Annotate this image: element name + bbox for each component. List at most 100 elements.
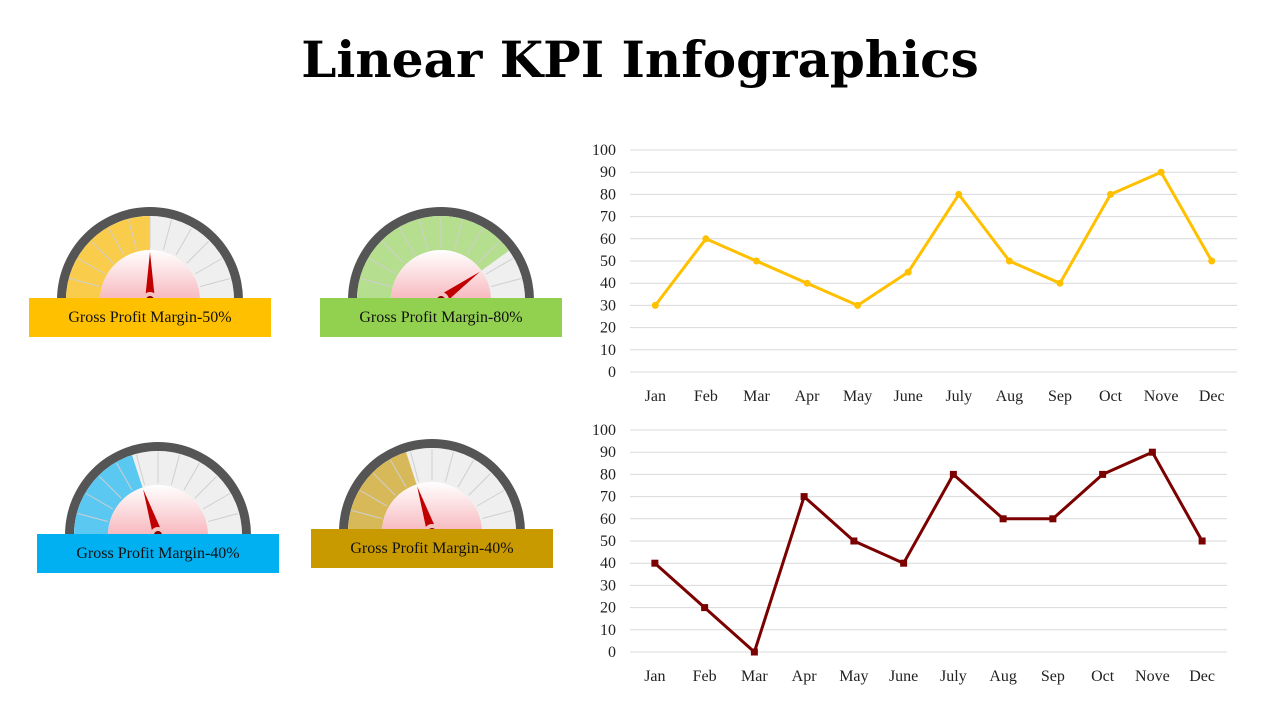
y-tick-label: 80	[600, 186, 616, 203]
y-tick-label: 70	[600, 489, 616, 506]
x-tick-label: July	[940, 668, 967, 685]
gauge-tick	[368, 258, 397, 275]
gauge-tick	[476, 490, 505, 507]
gauge-fill	[74, 455, 143, 535]
gauge-needle	[438, 271, 480, 305]
y-tick-label: 60	[600, 231, 616, 248]
x-tick-label: Apr	[795, 388, 821, 405]
gauge-tick	[485, 258, 514, 275]
x-tick-label: Feb	[693, 668, 717, 685]
y-tick-label: 50	[600, 533, 616, 550]
gauge-needle	[145, 252, 155, 300]
gauge-gross-profit-50: Gross Profit Margin-50%	[29, 205, 279, 345]
gauge-tick	[410, 451, 420, 482]
gauge-inner	[108, 485, 208, 535]
x-tick-label: June	[894, 388, 923, 405]
gauge-inner	[391, 250, 491, 300]
gauge-tick	[351, 510, 382, 520]
gauge-tick	[108, 227, 125, 256]
gauge-tick	[444, 451, 454, 482]
data-point	[701, 604, 709, 612]
gauge-label: Gross Profit Margin-80%	[320, 298, 562, 337]
data-point	[1049, 515, 1057, 523]
y-tick-label: 90	[600, 164, 616, 181]
gauge-tick	[477, 240, 501, 264]
y-tick-label: 10	[600, 342, 616, 359]
x-tick-label: Sep	[1048, 388, 1072, 405]
page-title: Linear KPI Infographics	[301, 30, 979, 89]
data-point	[1107, 190, 1115, 198]
x-tick-label: May	[839, 668, 868, 685]
x-tick-label: Jan	[644, 668, 665, 685]
x-tick-label: July	[945, 388, 972, 405]
y-tick-label: 20	[600, 320, 616, 337]
y-tick-label: 70	[600, 209, 616, 226]
data-point	[752, 257, 760, 265]
gauge-dial	[339, 439, 525, 537]
gauge-dial	[57, 207, 243, 305]
data-point	[750, 648, 758, 656]
y-tick-label: 20	[600, 600, 616, 617]
x-tick-label: May	[843, 388, 872, 405]
data-point	[803, 279, 811, 287]
data-point	[955, 190, 963, 198]
data-point	[949, 470, 957, 478]
x-tick-label: June	[889, 668, 918, 685]
gauge-tick	[186, 240, 210, 264]
data-point	[904, 268, 912, 276]
series-line	[653, 450, 1204, 654]
data-point	[1198, 537, 1206, 545]
gauge-tick	[419, 219, 429, 250]
line-chart-bottom: 0 10 20 30 40 50 60 70 80 90 100 Jan Feb Mar Apr May Jun…	[580, 415, 1260, 699]
gauge-tick	[85, 493, 114, 510]
y-tick-label: 100	[592, 142, 616, 159]
gauge-fill	[357, 216, 509, 300]
gauge-tick	[457, 459, 474, 488]
gauge-gross-profit-40-blue: Gross Profit Margin-40%	[37, 440, 287, 580]
gauge-tick	[98, 475, 122, 499]
x-tick-label: Jan	[645, 388, 666, 405]
gauge-tick	[170, 454, 180, 485]
y-tick-label: 30	[600, 577, 616, 594]
x-tick-label: Dec	[1189, 668, 1215, 685]
gauge-label: Gross Profit Margin-40%	[37, 534, 279, 573]
gauge-tick	[453, 219, 463, 250]
gauge-needle	[417, 486, 437, 534]
data-point	[850, 537, 858, 545]
gauge-label: Gross Profit Margin-50%	[29, 298, 271, 337]
gauge-gross-profit-80: Gross Profit Margin-80%	[320, 205, 570, 345]
gauge-tick	[175, 227, 192, 256]
gauge-tick	[468, 472, 492, 496]
gauge-dial	[348, 207, 534, 305]
line-chart-bottom-svg: 0 10 20 30 40 50 60 70 80 90 100 Jan Feb Mar Apr May Jun…	[592, 422, 1227, 685]
y-tick-label: 0	[608, 364, 616, 381]
gauge-tick	[162, 219, 172, 250]
x-tick-label: Oct	[1091, 668, 1115, 685]
x-tick-label: Oct	[1099, 388, 1123, 405]
data-point	[1157, 168, 1165, 176]
gauge-dial	[65, 442, 251, 540]
line-chart-top: 0 10 20 30 40 50 60 70 80 90 100 Jan Feb Mar Apr May Jun…	[580, 135, 1260, 419]
gauge-fill	[348, 452, 417, 532]
y-tick-label: 0	[608, 644, 616, 661]
x-tick-label: Feb	[694, 388, 718, 405]
gauge-tick	[128, 219, 138, 250]
y-tick-label: 30	[600, 297, 616, 314]
data-point	[1056, 279, 1064, 287]
gauge-tick	[208, 513, 239, 523]
data-point	[800, 493, 808, 501]
x-tick-label: Aug	[996, 388, 1024, 405]
gauge-tick	[491, 278, 522, 288]
gauge-tick	[399, 227, 416, 256]
data-point	[651, 301, 659, 309]
y-tick-label: 50	[600, 253, 616, 270]
line-chart-top-svg: 0 10 20 30 40 50 60 70 80 90 100 Jan Feb Mar Apr May Jun…	[592, 142, 1237, 405]
data-point	[999, 515, 1007, 523]
gauge-tick	[390, 459, 407, 488]
gauge-tick	[183, 462, 200, 491]
x-tick-label: Dec	[1199, 388, 1225, 405]
x-tick-label: Apr	[792, 668, 818, 685]
y-tick-label: 90	[600, 444, 616, 461]
gauge-tick	[77, 258, 106, 275]
gauge-tick	[381, 240, 405, 264]
